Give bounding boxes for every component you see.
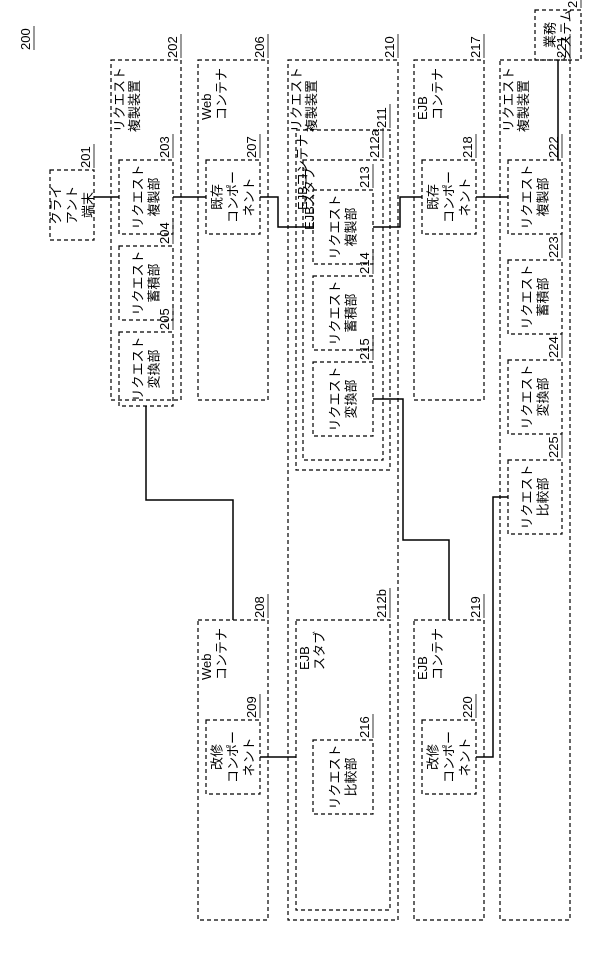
text-b214: リクエスト (328, 280, 343, 345)
ref-201: 201 (78, 146, 93, 168)
ref-230: 230 (565, 0, 580, 8)
ref-212a: 212a (367, 128, 382, 158)
title-206: Web (199, 94, 214, 121)
title-212a: EJBスタブ (302, 167, 317, 230)
ref-208: 208 (252, 596, 267, 618)
text-218: 既存 (426, 184, 441, 210)
title-210: 複製装置 (304, 80, 319, 132)
text-b203: 複製部 (147, 177, 162, 216)
ref-b223: 223 (546, 236, 561, 258)
text-b215: 変換部 (344, 379, 359, 418)
ref-b213: 213 (357, 166, 372, 188)
connection (373, 399, 449, 620)
text-218: コンポー (442, 171, 457, 223)
text-201: 端末 (81, 192, 96, 218)
text-b222: 複製部 (536, 177, 551, 216)
title-219: EJB (415, 656, 430, 680)
ref-b224: 224 (546, 336, 561, 358)
text-201: クライ (49, 185, 64, 224)
text-b203: リクエスト (131, 164, 146, 229)
ref-207: 207 (244, 136, 259, 158)
ref-219: 219 (468, 596, 483, 618)
ref-211: 211 (374, 107, 389, 128)
text-b215: リクエスト (328, 366, 343, 431)
ref-217: 217 (468, 36, 483, 58)
text-220: ネント (458, 737, 473, 776)
ref-218: 218 (460, 136, 475, 158)
text-207: ネント (242, 177, 257, 216)
text-b225: リクエスト (520, 464, 535, 529)
text-b223: 蓄積部 (536, 277, 551, 316)
ref-212b: 212b (374, 589, 389, 618)
text-b213: リクエスト (328, 194, 343, 259)
ref-b205: 205 (157, 308, 172, 330)
text-216: リクエスト (328, 744, 343, 809)
text-b224: 変換部 (536, 377, 551, 416)
text-230: システム (559, 9, 574, 61)
title-202: リクエスト (112, 67, 127, 132)
ref-200: 200 (18, 28, 33, 50)
title-212b: EJB (297, 646, 312, 670)
ref-210: 210 (382, 36, 397, 58)
text-207: 既存 (210, 184, 225, 210)
title-221: リクエスト (501, 67, 516, 132)
title-210: リクエスト (289, 67, 304, 132)
title-217: コンテナ (430, 68, 445, 120)
text-b225: 比較部 (536, 477, 551, 516)
text-230: 業務 (543, 22, 558, 48)
text-b223: リクエスト (520, 264, 535, 329)
text-220: 改修 (426, 744, 441, 770)
title-212b: スタブ (312, 631, 327, 670)
title-206: コンテナ (214, 68, 229, 120)
text-b222: リクエスト (520, 164, 535, 229)
title-221: 複製装置 (516, 80, 531, 132)
text-209: 改修 (210, 744, 225, 770)
ref-206: 206 (252, 36, 267, 58)
ref-b204: 204 (157, 222, 172, 244)
ref-209: 209 (244, 696, 259, 718)
text-220: コンポー (442, 731, 457, 783)
text-b214: 蓄積部 (344, 293, 359, 332)
text-b205: 変換部 (147, 349, 162, 388)
connection (476, 497, 508, 757)
text-b213: 複製部 (344, 207, 359, 246)
title-208: Web (199, 654, 214, 681)
ref-220: 220 (460, 696, 475, 718)
text-209: ネント (242, 737, 257, 776)
text-b205: リクエスト (131, 336, 146, 401)
text-218: ネント (458, 177, 473, 216)
text-201: アント (65, 186, 80, 224)
title-202: 複製装置 (127, 80, 142, 132)
text-b204: 蓄積部 (147, 263, 162, 302)
text-b224: リクエスト (520, 364, 535, 429)
title-219: コンテナ (430, 628, 445, 680)
text-216: 比較部 (344, 757, 359, 796)
ref-b203: 203 (157, 136, 172, 158)
title-217: EJB (415, 96, 430, 120)
architecture-diagram: 200クライアント端末201リクエスト複製装置202リクエスト複製部203リクエ… (0, 0, 598, 961)
text-207: コンポー (226, 171, 241, 223)
title-208: コンテナ (214, 628, 229, 680)
text-209: コンポー (226, 731, 241, 783)
ref-216: 216 (357, 716, 372, 738)
ref-202: 202 (165, 36, 180, 58)
ref-b215: 215 (357, 338, 372, 360)
ref-b225: 225 (546, 436, 561, 458)
text-b204: リクエスト (131, 250, 146, 315)
connection (146, 406, 233, 620)
ref-b214: 214 (357, 252, 372, 274)
